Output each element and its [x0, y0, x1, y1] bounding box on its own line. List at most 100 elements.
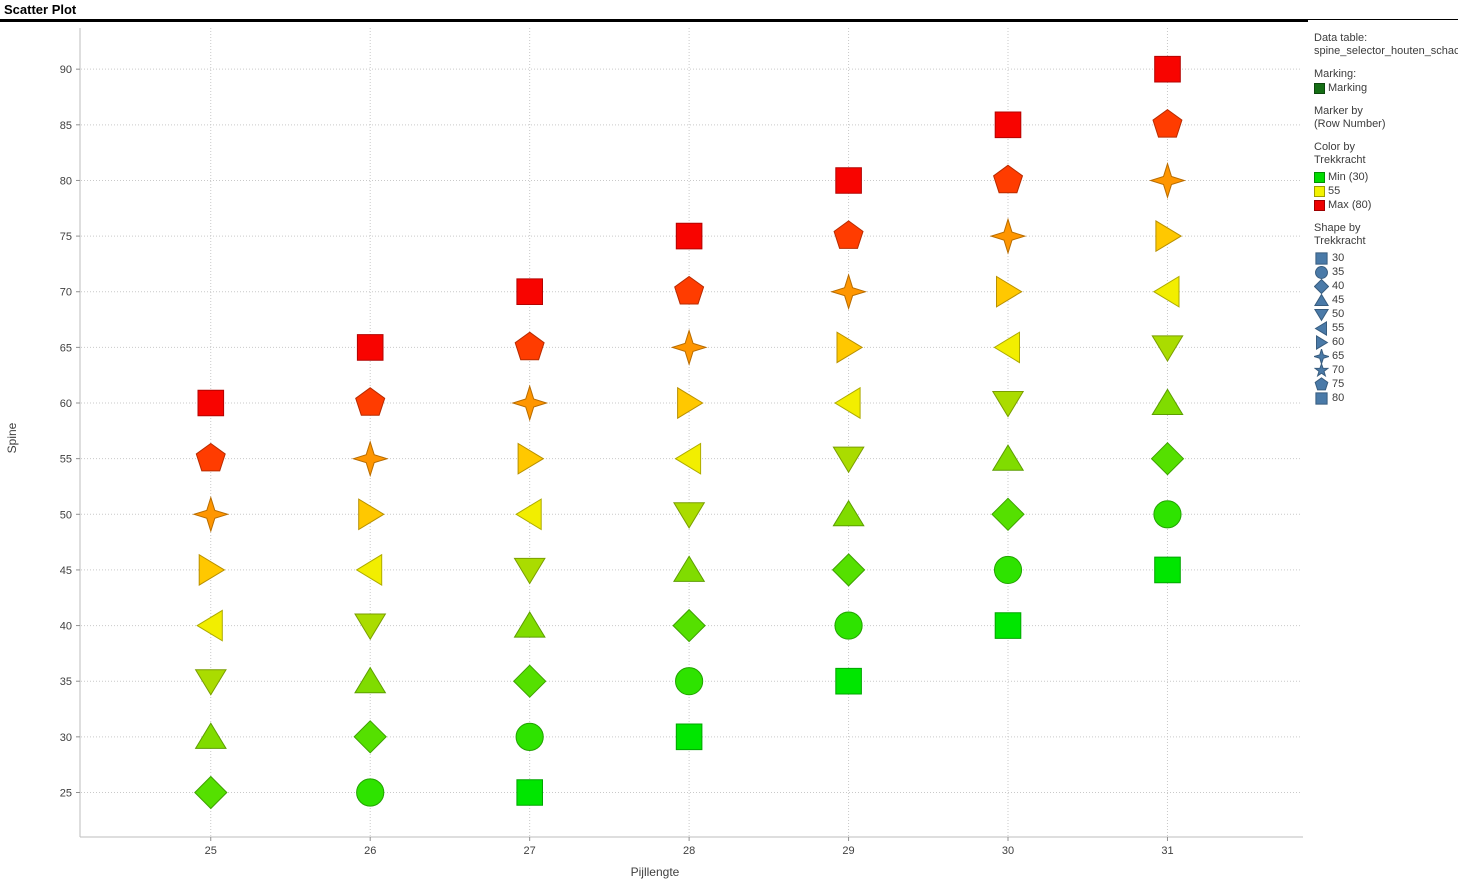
shape-legend-item[interactable]: 50: [1314, 307, 1458, 321]
shape-legend-item[interactable]: 55: [1314, 320, 1458, 336]
marker-star4[interactable]: [351, 440, 389, 478]
y-tick-label: 30: [60, 732, 72, 744]
marker-triangle-up[interactable]: [1151, 388, 1184, 415]
marker-diamond[interactable]: [353, 720, 387, 754]
marker-triangle-left[interactable]: [355, 553, 383, 586]
marker-triangle-right[interactable]: [517, 442, 545, 475]
shape-legend-item[interactable]: 80: [1314, 391, 1458, 405]
marker-circle[interactable]: [356, 778, 385, 807]
marker-triangle-right[interactable]: [1155, 220, 1183, 253]
marker-star4[interactable]: [511, 384, 549, 422]
marker-pentagon[interactable]: [674, 275, 705, 305]
square-icon: [1315, 251, 1328, 265]
marker-square[interactable]: [994, 111, 1022, 139]
marker-circle[interactable]: [675, 667, 704, 696]
color-legend-item[interactable]: Min (30): [1314, 170, 1458, 184]
y-tick-label: 70: [60, 287, 72, 299]
x-tick-label: 28: [683, 845, 695, 857]
marker-triangle-up[interactable]: [354, 666, 387, 694]
marker-triangle-up[interactable]: [832, 499, 865, 527]
color-legend-item[interactable]: 55: [1314, 184, 1458, 198]
marker-triangle-up[interactable]: [513, 611, 546, 638]
shape-legend-item[interactable]: 70: [1314, 362, 1458, 377]
diamond-icon: [1314, 278, 1329, 294]
marker-triangle-up[interactable]: [991, 444, 1025, 471]
marker-square[interactable]: [675, 222, 703, 250]
marker-star4[interactable]: [989, 217, 1027, 255]
marker-pentagon[interactable]: [993, 164, 1024, 194]
scatter-plot-canvas[interactable]: 25 30 35 40 45 50 55 60 65 70 75 80 85 90 25 26 27 28 29 30…: [0, 20, 1308, 880]
legend-panel: Data table: spine_selector_houten_schac …: [1308, 20, 1458, 860]
marker-circle[interactable]: [834, 611, 863, 640]
marker-square[interactable]: [675, 723, 703, 751]
data-table-value[interactable]: spine_selector_houten_schac: [1314, 45, 1458, 57]
marker-triangle-right[interactable]: [358, 498, 385, 531]
marker-square[interactable]: [1154, 556, 1181, 584]
marker-triangle-down[interactable]: [673, 502, 706, 529]
marker-star4[interactable]: [670, 328, 708, 366]
marker-triangle-left[interactable]: [993, 331, 1020, 364]
marker-diamond[interactable]: [991, 497, 1025, 532]
legend-item-label: 70: [1332, 363, 1345, 376]
marker-square[interactable]: [197, 389, 225, 417]
marker-triangle-down[interactable]: [1151, 335, 1184, 362]
marker-square[interactable]: [516, 779, 543, 806]
shape-legend-item[interactable]: 65: [1314, 348, 1458, 364]
marking-item[interactable]: Marking: [1314, 81, 1458, 95]
marker-by-value[interactable]: (Row Number): [1314, 118, 1386, 130]
marker-triangle-down[interactable]: [513, 557, 546, 585]
color-legend-item[interactable]: Max (80): [1314, 198, 1458, 212]
marker-triangle-right[interactable]: [198, 553, 226, 586]
shape-legend-item[interactable]: 30: [1314, 251, 1458, 265]
marker-star4[interactable]: [192, 495, 230, 533]
marker-triangle-down[interactable]: [991, 391, 1025, 418]
marker-square[interactable]: [1154, 55, 1181, 83]
marker-triangle-left[interactable]: [674, 442, 702, 475]
marker-square[interactable]: [356, 334, 384, 361]
marker-pentagon[interactable]: [514, 331, 545, 361]
marker-triangle-down[interactable]: [354, 613, 387, 641]
shape-legend-item[interactable]: 60: [1314, 334, 1458, 350]
marker-pentagon[interactable]: [355, 387, 386, 416]
marker-triangle-right[interactable]: [836, 331, 864, 364]
marker-triangle-left[interactable]: [196, 609, 223, 642]
marker-star4[interactable]: [830, 273, 868, 311]
marker-star4[interactable]: [1149, 162, 1186, 199]
legend-item-label: Min (30): [1328, 170, 1369, 183]
marker-triangle-right[interactable]: [677, 386, 704, 420]
marker-square[interactable]: [994, 612, 1022, 639]
marker-diamond[interactable]: [672, 608, 706, 643]
marker-triangle-left[interactable]: [1152, 275, 1180, 308]
shape-legend-item[interactable]: 75: [1314, 376, 1458, 391]
marker-triangle-up[interactable]: [673, 555, 706, 582]
marker-square[interactable]: [835, 667, 862, 695]
marker-circle[interactable]: [1153, 500, 1182, 529]
marker-triangle-up[interactable]: [194, 722, 227, 749]
marker-triangle-down[interactable]: [194, 669, 227, 696]
marker-circle[interactable]: [993, 555, 1023, 585]
marker-square[interactable]: [835, 167, 862, 194]
shape-by-value[interactable]: Trekkracht: [1314, 235, 1366, 247]
shape-legend-item[interactable]: 40: [1314, 278, 1458, 294]
x-tick-label: 29: [842, 845, 854, 857]
marker-triangle-down[interactable]: [832, 446, 865, 474]
marker-diamond[interactable]: [1150, 441, 1185, 476]
marker-pentagon[interactable]: [1152, 108, 1183, 138]
marker-triangle-right[interactable]: [996, 275, 1023, 308]
marker-pentagon[interactable]: [195, 442, 226, 472]
shape-legend-item[interactable]: 45: [1314, 293, 1458, 307]
triangle-left-glyph: [1314, 320, 1327, 336]
y-tick-label: 60: [60, 398, 72, 410]
marker-square[interactable]: [516, 278, 543, 305]
marker-diamond[interactable]: [512, 664, 547, 698]
marker-diamond[interactable]: [831, 553, 866, 587]
triangle-down-glyph: [1314, 308, 1329, 321]
shape-legend-item[interactable]: 35: [1314, 265, 1458, 279]
marker-triangle-left[interactable]: [834, 386, 861, 420]
marker-circle[interactable]: [515, 722, 544, 751]
marker-triangle-left[interactable]: [515, 498, 542, 531]
y-tick-label: 35: [60, 676, 72, 688]
marker-diamond[interactable]: [194, 775, 228, 810]
marker-pentagon[interactable]: [833, 220, 864, 249]
color-by-value[interactable]: Trekkracht: [1314, 154, 1366, 166]
